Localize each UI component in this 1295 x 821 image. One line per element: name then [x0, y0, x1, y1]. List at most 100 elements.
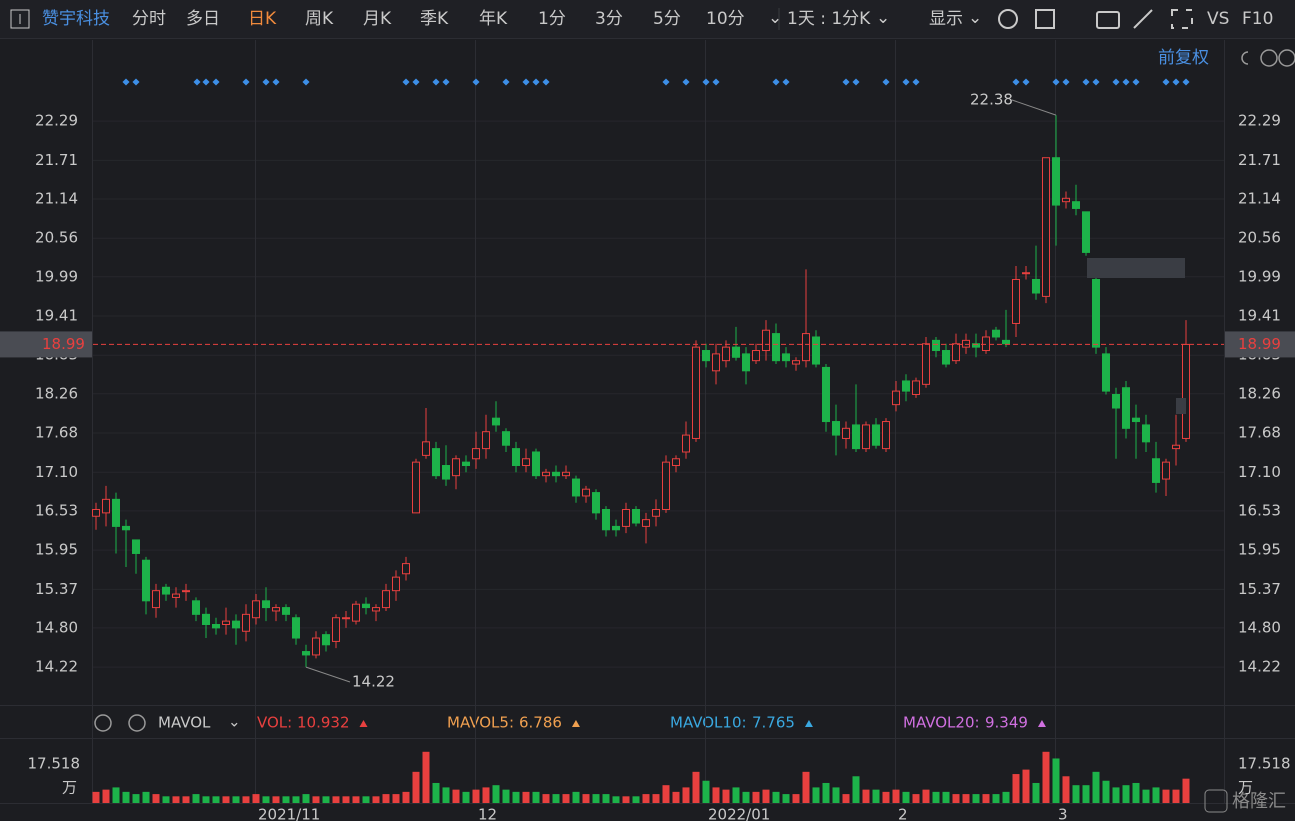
overlay-box: [1087, 258, 1185, 278]
draw-icon[interactable]: [1133, 9, 1153, 29]
volume-bar: [1002, 791, 1010, 803]
f10-button[interactable]: F10: [1242, 9, 1273, 29]
event-marker[interactable]: [712, 78, 720, 86]
candle-body: [602, 508, 610, 531]
period-tab[interactable]: 10分: [706, 9, 745, 29]
event-marker[interactable]: [132, 78, 140, 86]
event-marker[interactable]: [522, 78, 530, 86]
event-marker[interactable]: [1112, 78, 1120, 86]
candle-body: [812, 336, 820, 365]
event-marker[interactable]: [1132, 78, 1140, 86]
period-select[interactable]: 1天 : 1分K: [787, 9, 871, 29]
more-arrow[interactable]: ⌄: [768, 8, 782, 28]
event-marker[interactable]: [682, 78, 690, 86]
style-icon[interactable]: [1035, 9, 1055, 29]
volume-bar: [812, 787, 820, 803]
period-tab[interactable]: 多日: [186, 9, 220, 29]
event-marker[interactable]: [1062, 78, 1070, 86]
period-tab[interactable]: 月K: [363, 9, 392, 29]
event-marker[interactable]: [242, 78, 250, 86]
period-tab[interactable]: 5分: [653, 9, 681, 29]
event-marker[interactable]: [402, 78, 410, 86]
event-marker[interactable]: [842, 78, 850, 86]
indicator-settings[interactable]: [94, 714, 112, 732]
candle-body: [122, 525, 130, 531]
event-marker[interactable]: [902, 78, 910, 86]
indicator-title[interactable]: MAVOL: [158, 714, 211, 732]
event-marker[interactable]: [772, 78, 780, 86]
indicator-arrow[interactable]: ⌄: [228, 713, 241, 731]
period-tab[interactable]: 1分: [538, 9, 566, 29]
event-marker[interactable]: [1052, 78, 1060, 86]
zoom-out-icon[interactable]: [1260, 49, 1278, 67]
event-marker[interactable]: [1182, 78, 1190, 86]
candle-body: [402, 563, 410, 575]
candle-body: [1022, 272, 1030, 275]
event-marker[interactable]: [302, 78, 310, 86]
candle-body: [322, 634, 330, 646]
event-marker[interactable]: [272, 78, 280, 86]
zoom-in-icon[interactable]: [1278, 49, 1295, 67]
event-marker[interactable]: [202, 78, 210, 86]
candle-body: [1012, 278, 1020, 324]
vs-button[interactable]: VS: [1207, 9, 1229, 29]
display-menu[interactable]: 显示: [929, 9, 963, 29]
event-marker[interactable]: [1092, 78, 1100, 86]
event-marker[interactable]: [662, 78, 670, 86]
y-tick-label-right: 17.10: [1238, 463, 1281, 481]
event-marker[interactable]: [472, 78, 480, 86]
event-marker[interactable]: [412, 78, 420, 86]
display-arrow[interactable]: ⌄: [968, 8, 982, 28]
event-marker[interactable]: [912, 78, 920, 86]
period-tab[interactable]: 季K: [420, 9, 449, 29]
event-marker[interactable]: [1122, 78, 1130, 86]
settings-icon[interactable]: [998, 9, 1018, 29]
indicator-close[interactable]: [128, 714, 146, 732]
candle-body: [842, 427, 850, 439]
period-tab[interactable]: 日K: [248, 9, 277, 29]
event-marker[interactable]: [1082, 78, 1090, 86]
event-marker[interactable]: [882, 78, 890, 86]
volume-bar: [192, 794, 200, 803]
event-marker[interactable]: [193, 78, 201, 86]
y-tick-label-right: 19.41: [1238, 307, 1281, 325]
event-marker[interactable]: [212, 78, 220, 86]
fullscreen-icon[interactable]: [1171, 9, 1193, 29]
period-tab[interactable]: 年K: [479, 9, 508, 29]
volume-bar: [1052, 758, 1060, 803]
event-marker[interactable]: [542, 78, 550, 86]
event-marker[interactable]: [1022, 78, 1030, 86]
adjust-toggle[interactable]: 前复权: [1158, 48, 1209, 68]
event-marker[interactable]: [1162, 78, 1170, 86]
stock-name[interactable]: 赞宇科技: [42, 9, 110, 29]
event-marker[interactable]: [702, 78, 710, 86]
event-marker[interactable]: [852, 78, 860, 86]
candle-body: [1152, 458, 1160, 483]
event-marker[interactable]: [432, 78, 440, 86]
period-arrow[interactable]: ⌄: [876, 8, 890, 28]
event-marker[interactable]: [502, 78, 510, 86]
candle-body: [972, 343, 980, 348]
volume-bar: [1162, 789, 1170, 803]
camera-icon[interactable]: [1096, 11, 1120, 29]
indicator-name: MAVOL20:: [903, 714, 980, 732]
event-marker[interactable]: [782, 78, 790, 86]
reset-icon[interactable]: [1241, 51, 1249, 65]
period-tab[interactable]: 周K: [305, 9, 334, 29]
event-marker[interactable]: [532, 78, 540, 86]
event-marker[interactable]: [122, 78, 130, 86]
period-tab[interactable]: 3分: [595, 9, 623, 29]
candle-body: [202, 613, 210, 625]
period-tab[interactable]: 分时: [132, 9, 166, 29]
candle-body: [192, 600, 200, 615]
candle-body: [302, 651, 310, 656]
event-marker[interactable]: [442, 78, 450, 86]
event-marker[interactable]: [1172, 78, 1180, 86]
event-marker[interactable]: [1012, 78, 1020, 86]
menu-icon[interactable]: [10, 9, 30, 29]
vol-unit: 万: [62, 779, 77, 797]
volume-bar: [222, 796, 230, 803]
y-tick-label-right: 20.56: [1238, 229, 1281, 247]
volume-bar: [1132, 782, 1140, 803]
event-marker[interactable]: [262, 78, 270, 86]
